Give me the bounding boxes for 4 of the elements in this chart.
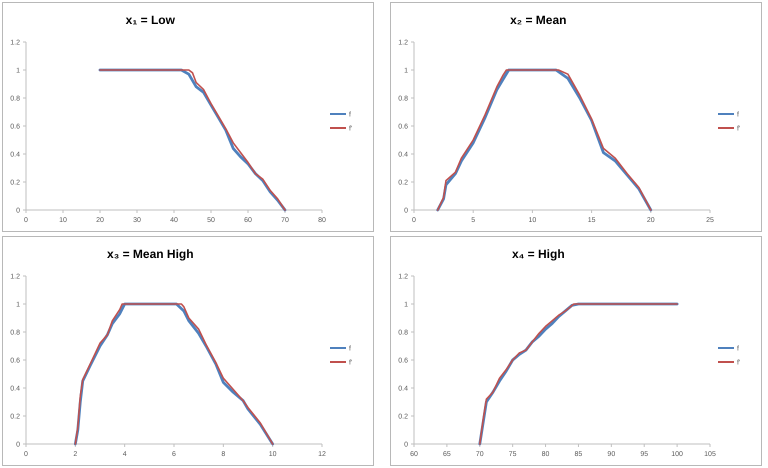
chart-title: x₃ = Mean High bbox=[107, 247, 194, 261]
chart-title: x₂ = Mean bbox=[510, 13, 566, 27]
chart-title: x₄ = High bbox=[512, 247, 565, 261]
chart-title: x₁ = Low bbox=[126, 13, 176, 27]
